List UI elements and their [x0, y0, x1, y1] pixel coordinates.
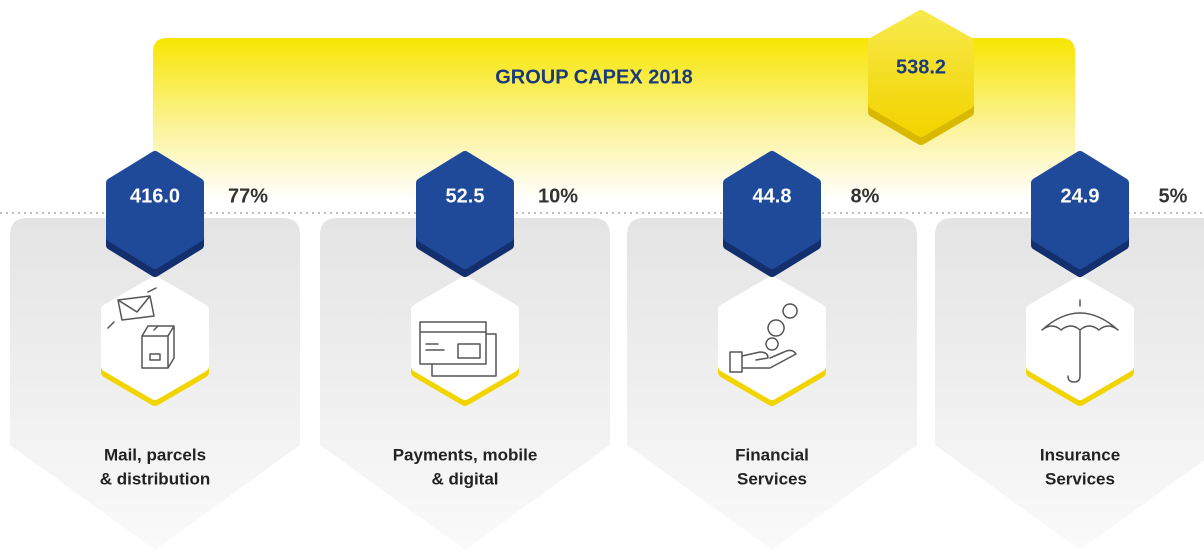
segment-label: Services: [1045, 469, 1115, 488]
total-hex: [868, 10, 974, 137]
icon: [419, 321, 497, 377]
icon: [1041, 299, 1119, 383]
segment-label: Financial: [735, 445, 809, 464]
segment-label: Insurance: [1040, 445, 1120, 464]
segment-label: & digital: [431, 469, 498, 488]
total-value: 538.2: [896, 56, 946, 78]
icon-hex: [101, 276, 209, 400]
value-hex: [1031, 151, 1129, 269]
segment-value: 416.0: [130, 185, 180, 207]
icon: [107, 287, 175, 369]
segment: 24.9 5% Insurance Services: [935, 151, 1204, 550]
icon: [729, 303, 798, 373]
segment-value: 44.8: [753, 185, 792, 207]
segment-value: 52.5: [446, 185, 485, 207]
value-hex: [723, 151, 821, 269]
segment-percent: 5%: [1159, 185, 1188, 207]
segment-label: & distribution: [100, 469, 210, 488]
segments: 416.0 77% Mail, parcels & distribution 52.5 1…: [10, 151, 1204, 550]
icon-hex: [411, 276, 519, 400]
segment-percent: 8%: [851, 185, 880, 207]
value-hex: [106, 151, 204, 269]
segment-label: Services: [737, 469, 807, 488]
segment-label: Payments, mobile: [393, 445, 538, 464]
segment-percent: 10%: [538, 185, 578, 207]
segment-percent: 77%: [228, 185, 268, 207]
segment-label: Mail, parcels: [104, 445, 206, 464]
segment: 44.8 8% Financial Services: [627, 151, 917, 550]
value-hex: [416, 151, 514, 269]
segment-value: 24.9: [1061, 185, 1100, 207]
segment: 416.0 77% Mail, parcels & distribution: [10, 151, 300, 550]
title: GROUP CAPEX 2018: [495, 66, 693, 88]
segment: 52.5 10% Payments, mobile & digital: [320, 151, 610, 550]
total-banner: [153, 38, 1075, 200]
